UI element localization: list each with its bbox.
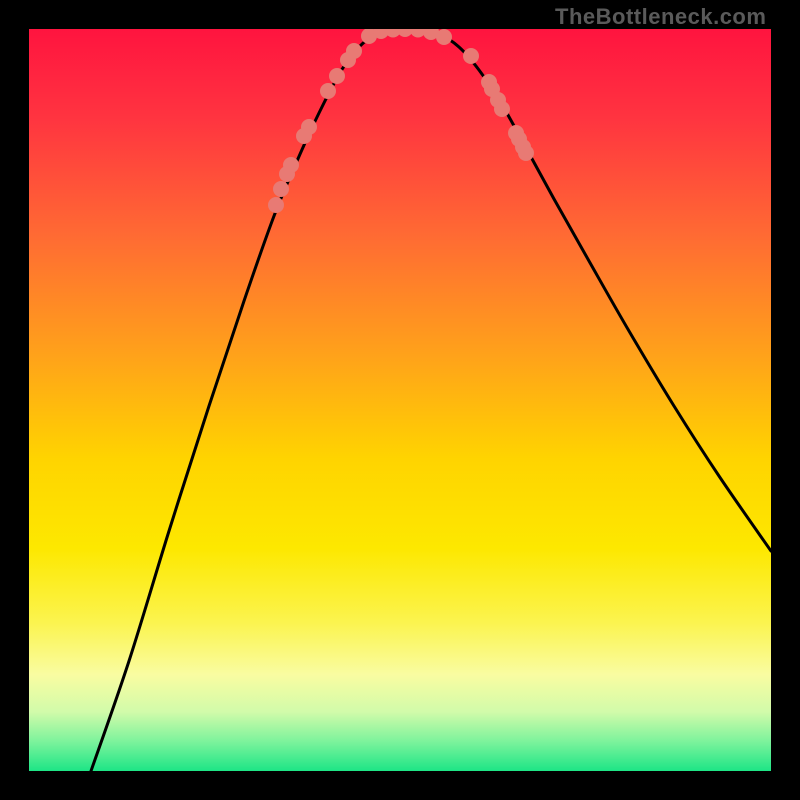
curve-marker bbox=[283, 157, 299, 173]
curve-marker bbox=[436, 29, 452, 45]
curve-marker bbox=[329, 68, 345, 84]
curve-marker bbox=[518, 145, 534, 161]
curve-marker bbox=[268, 197, 284, 213]
curve-marker bbox=[273, 181, 289, 197]
chart-background bbox=[29, 29, 771, 771]
curve-marker bbox=[346, 43, 362, 59]
watermark: TheBottleneck.com bbox=[555, 4, 766, 30]
curve-marker bbox=[494, 101, 510, 117]
curve-marker bbox=[301, 119, 317, 135]
curve-marker bbox=[320, 83, 336, 99]
curve-marker bbox=[463, 48, 479, 64]
